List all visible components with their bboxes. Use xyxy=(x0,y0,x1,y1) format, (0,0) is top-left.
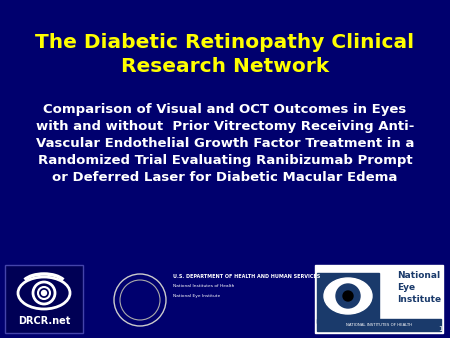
Text: Eye: Eye xyxy=(397,283,415,291)
Text: Institute: Institute xyxy=(397,294,441,304)
Text: 1: 1 xyxy=(438,326,443,332)
Text: National Eye Institute: National Eye Institute xyxy=(173,294,220,298)
Circle shape xyxy=(41,290,46,295)
Text: NATIONAL INSTITUTES OF HEALTH: NATIONAL INSTITUTES OF HEALTH xyxy=(346,323,412,327)
Text: DRCR.net: DRCR.net xyxy=(18,316,70,326)
Text: National Institutes of Health: National Institutes of Health xyxy=(173,284,234,288)
FancyBboxPatch shape xyxy=(317,273,379,323)
FancyBboxPatch shape xyxy=(315,265,443,333)
FancyBboxPatch shape xyxy=(317,319,441,331)
Text: National: National xyxy=(397,270,440,280)
Text: The Diabetic Retinopathy Clinical
Research Network: The Diabetic Retinopathy Clinical Resear… xyxy=(36,33,414,76)
Circle shape xyxy=(343,291,353,301)
Ellipse shape xyxy=(324,278,372,314)
Circle shape xyxy=(336,284,360,308)
Text: Comparison of Visual and OCT Outcomes in Eyes
with and without  Prior Vitrectomy: Comparison of Visual and OCT Outcomes in… xyxy=(36,103,414,184)
FancyBboxPatch shape xyxy=(5,265,83,333)
Text: U.S. DEPARTMENT OF HEALTH AND HUMAN SERVICES: U.S. DEPARTMENT OF HEALTH AND HUMAN SERV… xyxy=(173,273,320,279)
